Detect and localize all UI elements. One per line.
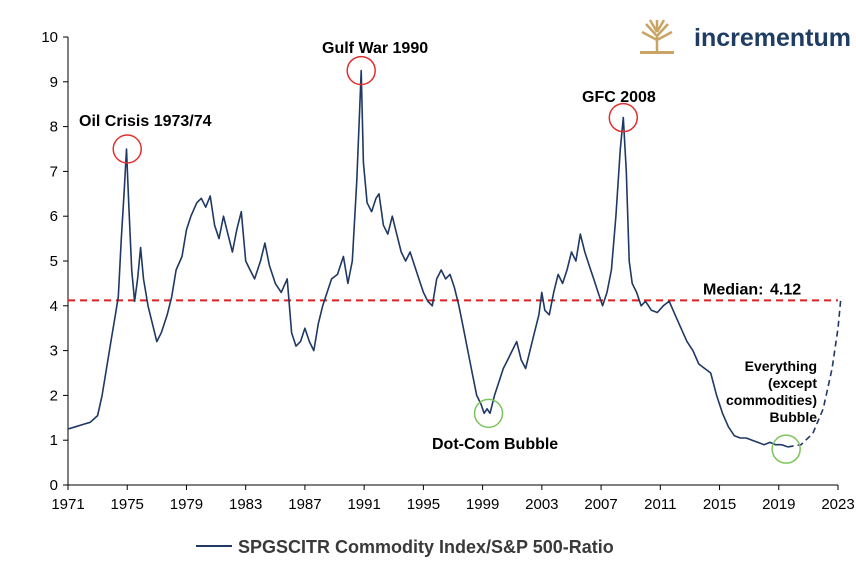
y-tick-label: 7 <box>50 163 58 180</box>
y-tick-label: 1 <box>50 432 58 449</box>
chart-axes: 0 1 2 3 4 5 6 7 8 9 10 1971 1975 1979 1983 1987 1991 1995… <box>41 29 854 513</box>
tree-logo-icon <box>636 18 678 54</box>
x-tick-label: 1995 <box>407 496 440 513</box>
x-tick-label: 1999 <box>466 496 499 513</box>
series-layer <box>67 69 842 448</box>
median-layer: Median: 4.12 <box>68 281 838 302</box>
x-tick-label: 2019 <box>762 496 795 513</box>
median-value: 4.12 <box>770 281 801 298</box>
legend: SPGSCITR Commodity Index/S&P 500-Ratio <box>196 537 614 557</box>
y-tick-label: 0 <box>50 477 58 494</box>
median-label: Median: <box>703 281 763 298</box>
x-tick-label: 1983 <box>229 496 262 513</box>
projection-line <box>787 296 842 448</box>
y-tick-label: 4 <box>50 298 58 315</box>
y-tick-label: 2 <box>50 387 58 404</box>
x-tick-label: 2023 <box>821 496 854 513</box>
annotation-circle-gfc <box>608 102 639 133</box>
x-tick-label: 1975 <box>111 496 144 513</box>
annotation-label-everything-line: (except <box>768 375 817 391</box>
brand-name: incrementum <box>694 24 851 52</box>
y-tick-label: 10 <box>41 29 58 46</box>
x-tick-label: 2003 <box>525 496 558 513</box>
annotation-label-everything-line: Everything <box>745 358 817 374</box>
x-tick-label: 1971 <box>51 496 84 513</box>
legend-label: SPGSCITR Commodity Index/S&P 500-Ratio <box>238 537 614 557</box>
x-tick-label: 2015 <box>703 496 736 513</box>
x-tick-label: 1979 <box>170 496 203 513</box>
x-tick-label: 1991 <box>347 496 380 513</box>
x-tick-label: 1987 <box>288 496 321 513</box>
annotation-circle-oil <box>112 134 142 164</box>
annotation-label-gfc: GFC 2008 <box>582 89 656 106</box>
annotation-circle-everything <box>771 434 801 464</box>
x-tick-label: 2007 <box>584 496 617 513</box>
y-tick-label: 3 <box>50 343 58 360</box>
y-tick-label: 6 <box>50 208 58 225</box>
y-tick-label: 5 <box>50 253 58 270</box>
annotation-label-everything-line: commodities) <box>726 392 817 408</box>
series-line <box>67 69 788 448</box>
y-tick-label: 9 <box>50 74 58 91</box>
annotation-circle-dotcom <box>473 398 504 429</box>
annotation-layer: Oil Crisis 1973/74 Gulf War 1990 GFC 2008 D… <box>79 40 818 464</box>
y-tick-label: 8 <box>50 119 58 136</box>
annotation-label-everything-line: Bubble <box>770 409 818 425</box>
annotation-circle-gulf <box>346 55 376 86</box>
annotation-label-oil: Oil Crisis 1973/74 <box>79 113 212 130</box>
annotation-label-dotcom: Dot-Com Bubble <box>432 436 558 453</box>
annotation-label-gulf: Gulf War 1990 <box>322 40 428 57</box>
x-tick-label: 2011 <box>644 496 676 513</box>
